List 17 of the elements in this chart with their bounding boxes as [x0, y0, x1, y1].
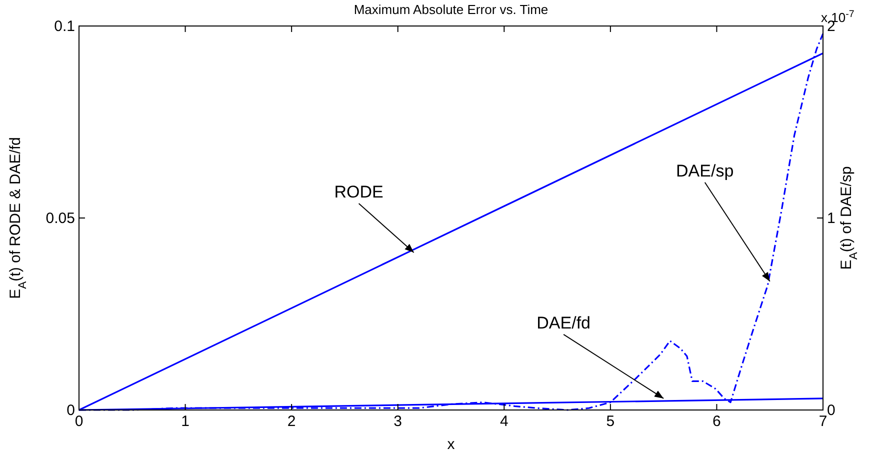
annotation: RODE [334, 182, 384, 202]
x-tick-label: 7 [818, 413, 828, 430]
y-tick-label: 0 [66, 402, 75, 419]
x-tick-label: 2 [287, 413, 296, 430]
y2-tick-label: 0 [827, 402, 836, 419]
y-tick-label: 0.1 [54, 18, 75, 35]
annotation: DAE/sp [676, 161, 734, 180]
y-tick-label: 0.05 [46, 210, 75, 227]
chart-title: Maximum Absolute Error vs. Time [354, 2, 548, 17]
x-tick-label: 5 [606, 413, 615, 430]
x-tick-label: 6 [712, 413, 721, 430]
x-tick-label: 4 [500, 413, 508, 430]
x-axis-title: x [447, 436, 456, 453]
x-tick-label: 1 [181, 413, 190, 430]
y2-tick-label: 1 [827, 210, 836, 227]
annotation: DAE/fd [536, 313, 590, 332]
x-tick-label: 3 [394, 413, 402, 430]
